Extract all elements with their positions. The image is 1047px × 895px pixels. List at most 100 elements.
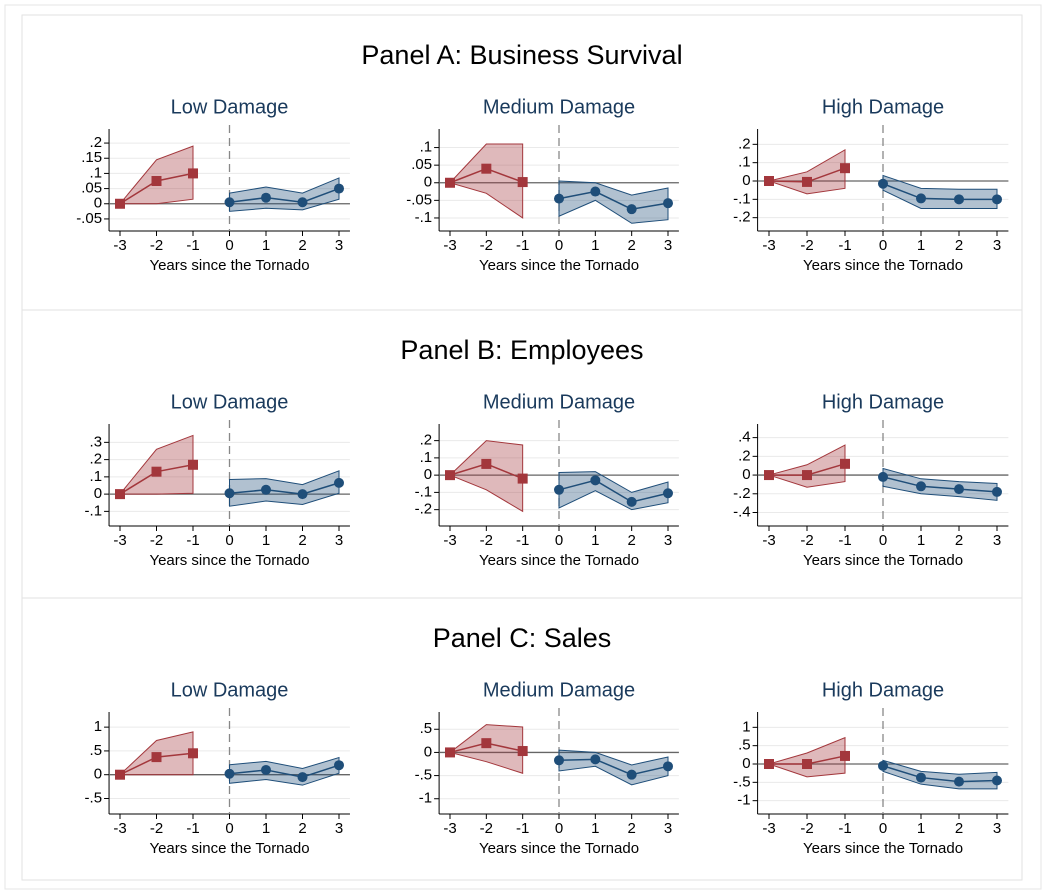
point <box>663 761 673 772</box>
y-tick-label: .2 <box>90 134 103 151</box>
x-tick-label: 2 <box>298 820 306 837</box>
y-tick-label: 0 <box>742 172 750 189</box>
y-tick-label: .1 <box>420 139 433 156</box>
x-tick-label: 0 <box>555 237 563 254</box>
point <box>445 177 455 188</box>
subplot-title: Low Damage <box>171 96 289 118</box>
x-tick-label: 2 <box>955 237 963 254</box>
y-tick-label: .2 <box>738 447 751 464</box>
x-tick-label: 0 <box>555 532 563 549</box>
x-tick-label: 1 <box>262 820 270 837</box>
point <box>954 484 964 495</box>
point <box>626 769 637 780</box>
point <box>334 183 344 194</box>
x-tick-label: 2 <box>955 532 963 549</box>
y-tick-label: -.5 <box>733 773 751 790</box>
x-tick-label: 0 <box>225 532 233 549</box>
x-tick-label: -3 <box>443 820 456 837</box>
point <box>840 750 850 761</box>
point <box>764 176 774 186</box>
subplot-title: Low Damage <box>171 679 289 701</box>
x-tick-label: -3 <box>762 237 775 254</box>
y-tick-label: 1 <box>94 718 102 735</box>
point <box>297 197 308 208</box>
y-tick-label: -.2 <box>733 485 751 502</box>
y-tick-label: .15 <box>81 149 102 166</box>
point <box>992 775 1002 786</box>
x-tick-label: 3 <box>993 532 1001 549</box>
estimate-line <box>558 190 669 210</box>
x-tick-label: -3 <box>762 532 775 549</box>
x-axis-label: Years since the Tornado <box>803 840 963 857</box>
point <box>481 458 492 469</box>
x-tick-label: -1 <box>516 820 529 837</box>
y-tick-label: 0 <box>742 755 750 772</box>
x-tick-label: 3 <box>664 237 672 254</box>
point <box>151 176 162 186</box>
point <box>517 177 528 188</box>
point <box>663 198 673 209</box>
subplot-title: Medium Damage <box>483 96 635 118</box>
x-tick-label: 1 <box>917 532 925 549</box>
point <box>954 194 964 205</box>
y-tick-label: -.05 <box>76 210 102 227</box>
x-tick-label: -1 <box>516 532 529 549</box>
x-tick-label: -2 <box>800 237 813 254</box>
point <box>517 473 528 484</box>
x-tick-label: 3 <box>335 532 343 549</box>
x-tick-label: -3 <box>762 820 775 837</box>
point <box>802 759 812 769</box>
point <box>554 484 564 495</box>
point <box>916 772 926 783</box>
y-tick-label: -.5 <box>415 767 433 784</box>
x-tick-label: 2 <box>627 237 635 254</box>
x-tick-label: 0 <box>879 820 887 837</box>
x-tick-label: -3 <box>113 532 126 549</box>
point <box>261 192 271 203</box>
point <box>481 738 492 749</box>
y-tick-label: 0 <box>742 466 750 483</box>
confidence-band <box>229 756 340 786</box>
x-tick-label: 2 <box>298 532 306 549</box>
point <box>297 489 308 500</box>
x-tick-label: -3 <box>113 820 126 837</box>
point <box>878 471 888 482</box>
x-axis-label: Years since the Tornado <box>479 840 639 857</box>
x-tick-label: 0 <box>225 237 233 254</box>
point <box>590 186 601 197</box>
estimate-line <box>558 479 669 503</box>
point <box>590 475 601 486</box>
x-tick-label: 1 <box>591 237 599 254</box>
x-tick-label: 2 <box>627 532 635 549</box>
x-tick-label: -1 <box>838 237 851 254</box>
x-tick-label: 1 <box>262 532 270 549</box>
x-tick-label: 0 <box>225 820 233 837</box>
y-tick-label: 0 <box>94 485 102 502</box>
x-axis-label: Years since the Tornado <box>149 257 309 274</box>
estimate-line <box>229 764 340 778</box>
point <box>151 466 162 477</box>
subplot-title: High Damage <box>822 679 944 701</box>
y-tick-label: -.1 <box>415 483 433 500</box>
y-tick-label: .2 <box>90 451 103 468</box>
y-tick-label: .2 <box>420 432 433 449</box>
x-tick-label: -1 <box>186 532 199 549</box>
x-tick-label: -2 <box>800 820 813 837</box>
point <box>297 772 308 783</box>
confidence-band <box>229 470 340 507</box>
y-tick-label: .05 <box>411 156 432 173</box>
point <box>224 197 235 208</box>
point <box>554 755 564 766</box>
point <box>590 754 601 765</box>
estimate-line <box>229 187 340 204</box>
y-tick-label: .3 <box>90 433 103 450</box>
point <box>334 477 344 488</box>
x-tick-label: 1 <box>591 532 599 549</box>
x-tick-label: 2 <box>627 820 635 837</box>
point <box>916 481 926 492</box>
y-tick-label: 0 <box>94 766 102 783</box>
x-tick-label: -2 <box>150 820 163 837</box>
confidence-band <box>229 177 340 212</box>
x-tick-label: -2 <box>800 532 813 549</box>
